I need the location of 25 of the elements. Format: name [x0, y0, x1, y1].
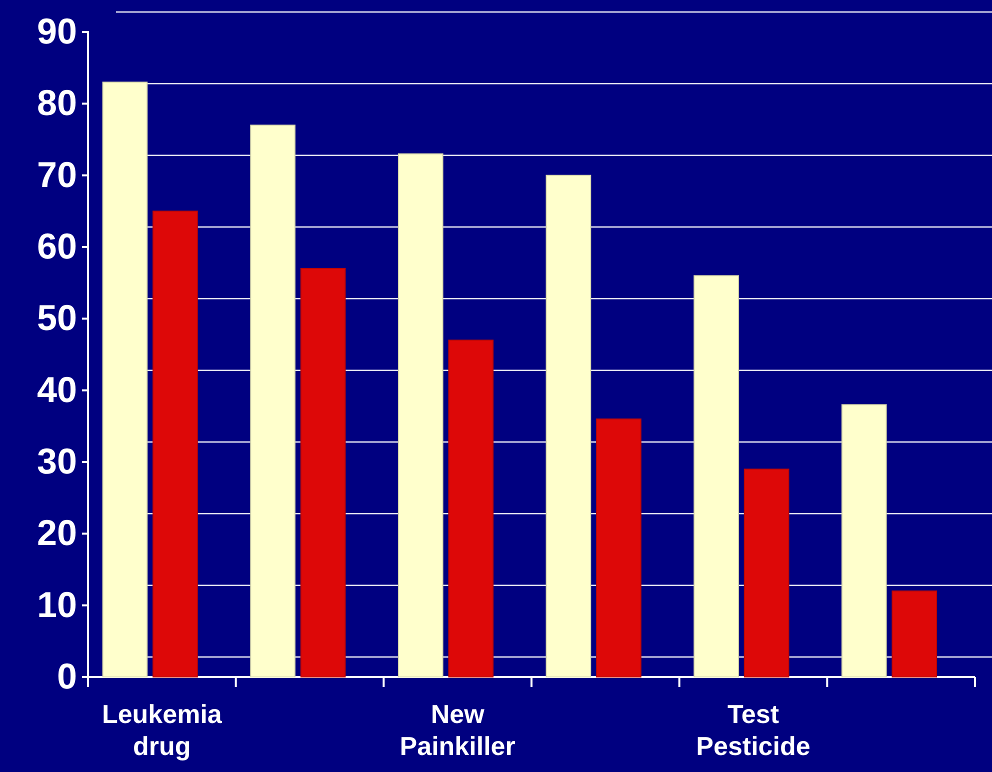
bar [398, 153, 444, 678]
bar [102, 82, 148, 678]
y-tick-label: 10 [36, 584, 77, 625]
y-tick-label: 60 [36, 226, 77, 267]
bar [546, 174, 592, 678]
bar [841, 404, 887, 678]
bar [300, 268, 346, 678]
y-tick-label: 30 [36, 440, 77, 482]
x-tick-label: New Painkiller [400, 699, 516, 761]
bar [596, 418, 642, 678]
bar [744, 468, 790, 678]
y-tick-label: 90 [36, 10, 77, 52]
x-tick-label: Leukemia drug [102, 699, 222, 761]
y-tick-label: 0 [56, 656, 77, 697]
x-tick-label: Test Pesticide [696, 699, 810, 761]
bar [152, 210, 198, 678]
y-tick-label: 40 [36, 368, 77, 410]
y-tick-label: 20 [36, 512, 77, 554]
y-tick-label: 70 [36, 154, 77, 195]
y-tick-label: 80 [36, 82, 77, 124]
bar [250, 124, 296, 678]
y-tick-label: 50 [36, 297, 77, 338]
bar [448, 340, 494, 678]
bar [892, 590, 938, 678]
bar [694, 275, 739, 678]
